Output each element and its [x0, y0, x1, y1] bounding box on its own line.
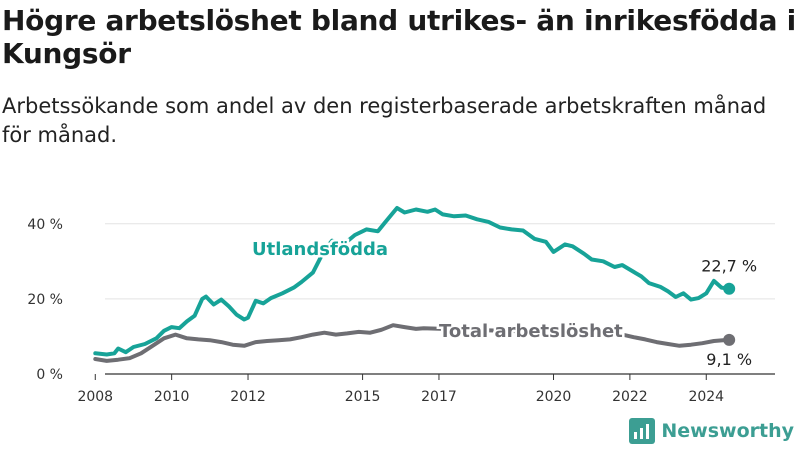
x-tick-label: 2015: [345, 389, 381, 405]
x-tick-label: 2022: [612, 389, 648, 405]
series-label: Total arbetslöshet: [439, 321, 623, 342]
chart-title: Högre arbetslöshet bland utrikes- än inr…: [2, 4, 796, 70]
end-value-label: 22,7 %: [701, 257, 757, 276]
end-point-marker: [723, 333, 736, 346]
bar-chart-logo-icon: [629, 418, 656, 444]
y-tick-label: 40 %: [27, 217, 63, 233]
series-line: [93, 323, 732, 363]
x-tick-label: 2010: [154, 389, 190, 405]
series-label: Utlandsfödda: [252, 239, 388, 260]
chart-subtitle: Arbetssökande som andel av den registerb…: [2, 94, 767, 147]
end-value-label: 9,1 %: [706, 350, 752, 369]
x-tick-label: 2008: [77, 389, 113, 405]
x-tick-label: 2012: [230, 389, 266, 405]
y-tick-label: 0 %: [36, 367, 63, 383]
brand-name: Newsworthy: [661, 420, 794, 442]
x-tick-label: 2024: [688, 389, 724, 405]
end-point-marker: [723, 282, 736, 295]
y-tick-label: 20 %: [27, 292, 63, 308]
brand-logo: Newsworthy: [629, 418, 794, 444]
x-tick-label: 2017: [421, 389, 457, 405]
series-line: [93, 206, 732, 357]
x-tick-label: 2020: [536, 389, 572, 405]
